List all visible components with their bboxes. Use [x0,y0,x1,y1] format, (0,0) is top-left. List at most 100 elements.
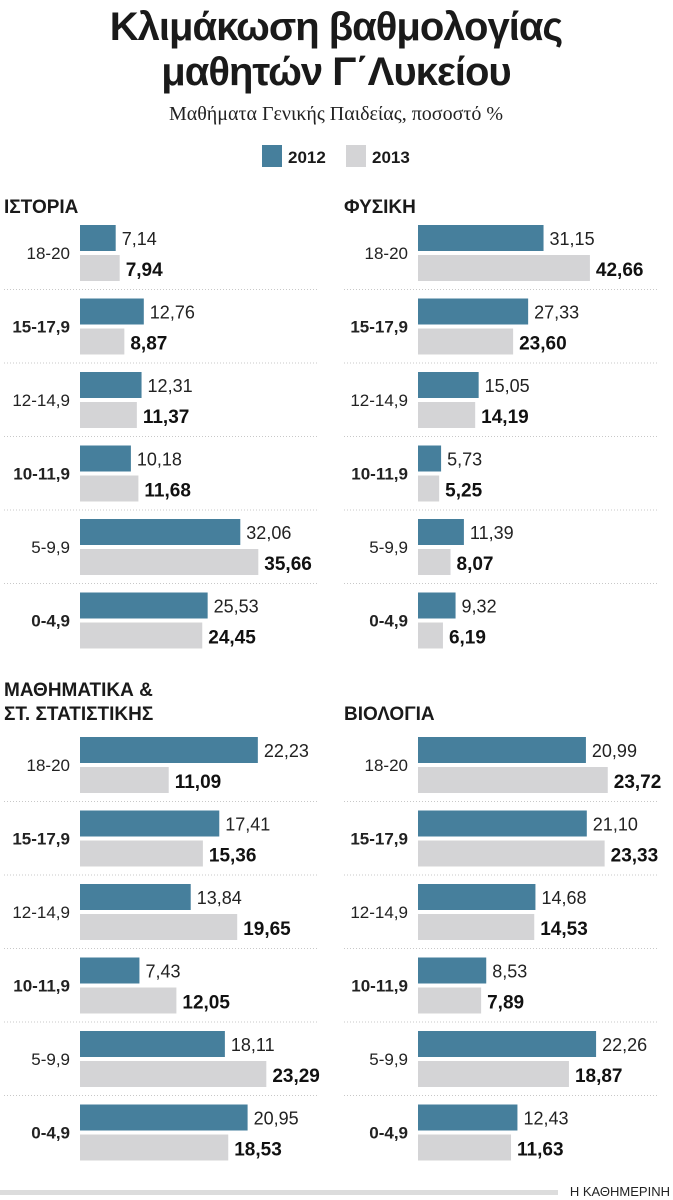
bar-2013 [80,1061,267,1087]
value-label-2013: 5,25 [445,481,482,502]
category-label: 12-14,9 [350,391,408,410]
chart-subtitle: Μαθήματα Γενικής Παιδείας, ποσοστό % [169,103,503,125]
bar-2013 [418,475,440,502]
source-label: Η ΚΑΘΗΜΕΡΙΝΗ [570,1184,670,1199]
category-label: 10-11,9 [351,977,408,996]
bar-2012 [418,225,544,251]
category-label: 12-14,9 [12,391,70,410]
value-label-2013: 11,37 [143,407,190,428]
bar-2013 [418,767,608,793]
bar-2012 [80,1031,225,1057]
value-label-2013: 23,33 [611,846,659,867]
value-label-2012: 7,14 [122,229,157,249]
value-label-2013: 42,66 [596,260,644,281]
bar-2013 [418,402,476,428]
category-label: 18-20 [365,244,408,263]
bar-2012 [80,445,131,472]
value-label-2013: 35,66 [264,554,312,575]
category-label: 18-20 [27,244,70,263]
category-label: 12-14,9 [350,903,408,922]
bar-2013 [418,1134,512,1161]
bar-2013 [418,914,535,940]
value-label-2013: 14,19 [481,407,529,428]
category-label: 10-11,9 [351,465,408,484]
category-label: 18-20 [27,756,70,775]
value-label-2013: 14,53 [540,919,588,940]
value-label-2013: 15,36 [209,846,257,867]
category-label: 15-17,9 [12,830,70,849]
bar-2012 [418,1104,518,1131]
value-label-2013: 11,09 [175,772,222,793]
panel-title: ΣΤ. ΣΤΑΤΙΣΤΙΚΗΣ [4,704,153,725]
category-label: 5-9,9 [369,1050,408,1069]
value-label-2013: 18,87 [575,1066,623,1087]
value-label-2012: 7,43 [145,962,180,982]
bar-2013 [80,840,203,867]
bar-2012 [418,957,487,984]
bar-2012 [80,884,191,910]
value-label-2013: 24,45 [208,628,256,649]
value-label-2013: 23,60 [519,334,567,355]
value-label-2012: 12,76 [150,303,195,323]
value-label-2013: 11,63 [517,1140,564,1161]
bar-2012 [418,810,587,837]
value-label-2012: 5,73 [447,450,482,470]
legend-swatch-2013 [346,145,366,167]
value-label-2012: 10,18 [137,450,182,470]
chart-title-line2: μαθητών Γ΄Λυκείου [161,50,510,94]
value-label-2012: 20,95 [254,1109,299,1129]
bar-2012 [418,884,536,910]
value-label-2013: 7,89 [487,993,524,1014]
value-label-2012: 18,11 [231,1035,275,1055]
category-label: 0-4,9 [31,1124,70,1143]
bar-2012 [80,372,142,398]
bar-2013 [80,622,203,649]
value-label-2013: 7,94 [126,260,163,281]
bar-2012 [80,810,220,837]
bar-2013 [80,475,139,502]
panel-title: ΙΣΤΟΡΙΑ [4,197,79,218]
category-label: 10-11,9 [13,465,70,484]
value-label-2012: 12,31 [148,376,193,396]
bar-2013 [80,767,169,793]
category-label: 0-4,9 [369,1124,408,1143]
legend: 2012 2013 [262,145,410,167]
category-label: 5-9,9 [31,1050,70,1069]
category-label: 0-4,9 [31,612,70,631]
category-label: 15-17,9 [350,830,408,849]
panel-title: ΒΙΟΛΟΓΙΑ [344,704,435,725]
value-label-2013: 6,19 [449,628,486,649]
bar-2013 [418,840,605,867]
bar-2013 [80,328,125,355]
value-label-2012: 32,06 [246,523,291,543]
bar-2012 [80,957,140,984]
category-label: 5-9,9 [369,538,408,557]
value-label-2012: 27,33 [534,303,579,323]
bar-2012 [80,225,116,251]
value-label-2012: 22,26 [602,1035,647,1055]
bar-2012 [418,592,456,619]
bar-2012 [80,737,258,763]
bar-2013 [80,255,120,281]
bar-2012 [80,298,144,325]
bar-2013 [80,987,177,1014]
value-label-2012: 21,10 [593,815,638,835]
category-label: 15-17,9 [12,318,70,337]
value-label-2013: 8,07 [457,554,494,575]
bar-2012 [418,519,464,545]
panel-title: ΜΑΘΗΜΑΤΙΚΑ & [4,680,153,701]
value-label-2012: 9,32 [462,597,497,617]
bar-2012 [80,1104,248,1131]
bar-2013 [418,1061,569,1087]
value-label-2013: 12,05 [182,993,230,1014]
category-label: 15-17,9 [350,318,408,337]
bar-2012 [418,298,529,325]
category-label: 10-11,9 [13,977,70,996]
value-label-2012: 12,43 [523,1109,568,1129]
value-label-2012: 25,53 [214,597,259,617]
bar-2012 [418,372,479,398]
bar-2013 [418,987,482,1014]
bar-2013 [80,402,137,428]
bar-2012 [80,519,241,545]
